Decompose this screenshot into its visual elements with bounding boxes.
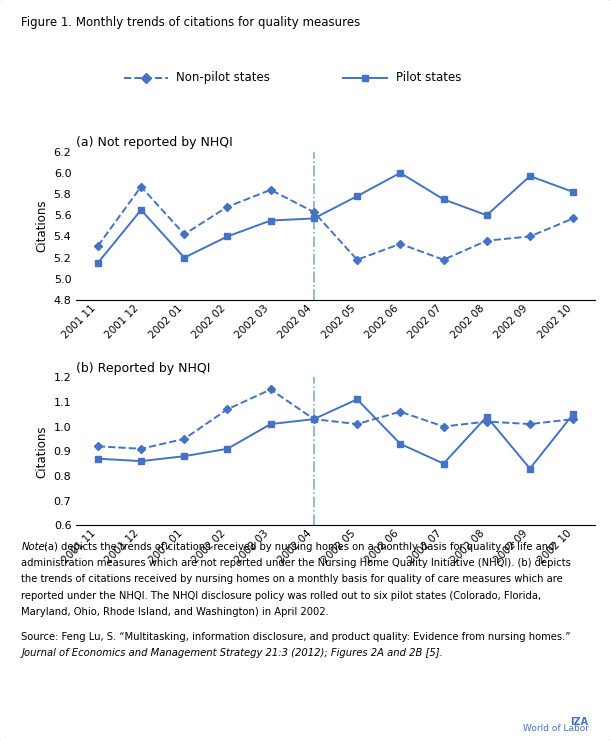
Text: administration measures which are not reported under the Nursing Home Quality In: administration measures which are not re…: [21, 558, 571, 568]
Text: (b) Reported by NHQI: (b) Reported by NHQI: [76, 362, 210, 374]
Y-axis label: Citations: Citations: [35, 425, 48, 477]
Text: the trends of citations received by nursing homes on a monthly basis for quality: the trends of citations received by nurs…: [21, 574, 563, 585]
Text: World of Labor: World of Labor: [523, 724, 589, 733]
Text: (a) Not reported by NHQI: (a) Not reported by NHQI: [76, 136, 233, 149]
Text: Pilot states: Pilot states: [396, 71, 461, 84]
Text: Note:: Note:: [21, 542, 48, 552]
Y-axis label: Citations: Citations: [35, 200, 48, 252]
Text: Maryland, Ohio, Rhode Island, and Washington) in April 2002.: Maryland, Ohio, Rhode Island, and Washin…: [21, 607, 329, 617]
Text: reported under the NHQI. The NHQI disclosure policy was rolled out to six pilot : reported under the NHQI. The NHQI disclo…: [21, 591, 542, 601]
Text: Non-pilot states: Non-pilot states: [176, 71, 270, 84]
Text: Figure 1. Monthly trends of citations for quality measures: Figure 1. Monthly trends of citations fo…: [21, 16, 361, 30]
Text: IZA: IZA: [570, 716, 589, 727]
Text: Journal of Economics and Management Strategy 21:3 (2012); Figures 2A and 2B [5].: Journal of Economics and Management Stra…: [21, 648, 443, 659]
Text: Source: Feng Lu, S. “Multitasking, information disclosure, and product quality: : Source: Feng Lu, S. “Multitasking, infor…: [21, 632, 571, 642]
Text: (a) depicts the trends of citations received by nursing homes on a monthly basis: (a) depicts the trends of citations rece…: [44, 542, 554, 552]
